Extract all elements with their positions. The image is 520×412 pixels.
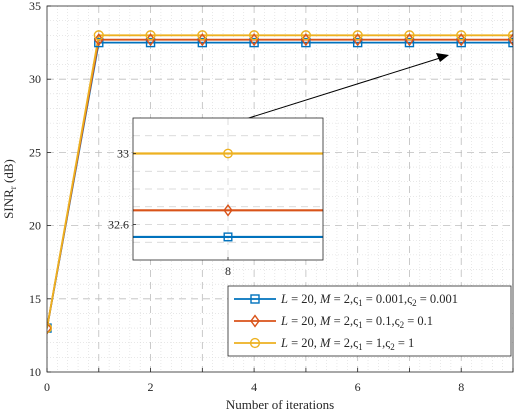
- zoom-arrow: [235, 53, 449, 123]
- inset-series-2-point: [223, 203, 233, 217]
- series-3-point: [47, 322, 53, 334]
- series-2-point: [47, 321, 52, 335]
- series-3-point: [456, 30, 467, 41]
- inset-series-3-point: [223, 148, 233, 159]
- series-2-point: [352, 33, 363, 47]
- series-3-point: [197, 30, 208, 41]
- series-2-point: [508, 33, 513, 47]
- legend-label-3: L = 20, M = 2,ς1 = 1,ς2 = 1: [280, 336, 414, 352]
- series-3-point: [93, 30, 104, 41]
- y-axis-label: SINRr (dB): [1, 159, 18, 219]
- series-1-point: [352, 37, 363, 48]
- series-2-point: [404, 33, 415, 47]
- series-1-point: [301, 37, 311, 48]
- series-1-point: [145, 37, 156, 48]
- series-1-point: [508, 37, 513, 48]
- series-1-point: [404, 37, 415, 48]
- series-layer: [47, 30, 513, 335]
- x-tick-label: 0: [44, 380, 50, 394]
- y-tick-label: 35: [29, 0, 41, 13]
- series-3-point: [404, 30, 415, 41]
- legend-marker-2: [250, 314, 260, 328]
- series-1-point: [197, 37, 208, 48]
- x-tick-label: 2: [148, 380, 154, 394]
- series-3-point: [507, 30, 513, 41]
- legend-marker-1: [250, 294, 260, 304]
- plot-frame: [46, 5, 514, 373]
- series-2-point: [456, 33, 467, 47]
- ticks-layer: 0 2 4 6 8 10 15 20 25 30 35: [29, 0, 514, 394]
- legend-label-2: L = 20, M = 2,ς1 = 0.1,ς2 = 0.1: [280, 314, 433, 330]
- inset-y-tick-label: 32.6: [108, 218, 129, 232]
- x-tick-label: 8: [458, 380, 464, 394]
- y-tick-label: 10: [29, 365, 41, 379]
- series-2-point: [301, 33, 311, 47]
- y-tick-label: 15: [29, 292, 41, 306]
- legend: L = 20, M = 2,ς1 = 0.001,ς2 = 0.001 L = 2…: [227, 285, 512, 357]
- x-axis-label: Number of iterations: [226, 397, 334, 412]
- inset-ticks: 8 32.6 33: [108, 147, 231, 279]
- series-1-point: [456, 37, 466, 48]
- x-tick-label: 4: [251, 380, 257, 394]
- series-2-point: [197, 33, 208, 47]
- zoom-inset: 8 32.6 33: [108, 117, 324, 279]
- series-3-point: [352, 30, 363, 41]
- series-line-1: [47, 41, 513, 329]
- y-tick-label: 30: [29, 72, 41, 86]
- legend-marker-3: [249, 337, 261, 349]
- series-1-point: [249, 37, 259, 48]
- inset-series-1-point: [223, 232, 233, 242]
- series-3-point: [300, 30, 311, 41]
- series-3-point: [249, 30, 260, 41]
- series-line-3: [47, 34, 513, 329]
- series-2-point: [93, 33, 104, 47]
- inset-y-tick-label: 33: [117, 147, 129, 161]
- series-line-2: [47, 38, 513, 329]
- series-1-point: [94, 37, 104, 48]
- y-tick-label: 20: [29, 219, 41, 233]
- series-2-point: [249, 33, 259, 47]
- series-3-point: [145, 30, 156, 41]
- inset-x-tick-label: 8: [225, 264, 231, 278]
- inset-series: [133, 148, 323, 242]
- y-tick-label: 25: [29, 145, 41, 159]
- series-2-point: [145, 33, 156, 47]
- x-tick-label: 6: [355, 380, 361, 394]
- legend-label-1: L = 20, M = 2,ς1 = 0.001,ς2 = 0.001: [280, 292, 458, 308]
